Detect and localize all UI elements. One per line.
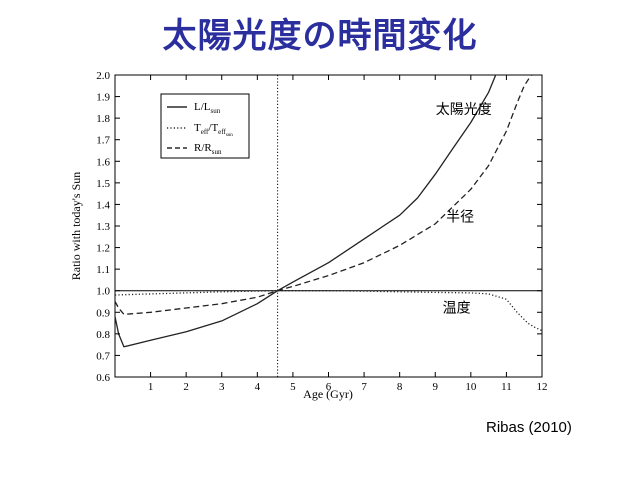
annotation-temperature: 温度 <box>443 300 471 316</box>
legend-entry-temperature: Teff/Teffsun <box>167 122 233 138</box>
y-tick-label: 1.0 <box>96 286 110 298</box>
legend-entry-luminosity: L/Lsun <box>167 101 221 115</box>
x-tick-label: 10 <box>465 381 477 393</box>
y-tick-label: 1.2 <box>96 243 110 255</box>
y-tick-label: 0.8 <box>96 329 110 341</box>
legend-entry-radius: R/Rsun <box>167 142 222 156</box>
y-tick-label: 1.9 <box>96 92 110 104</box>
x-axis-label: Age (Gyr) <box>303 387 353 401</box>
x-tick-label: 1 <box>148 381 154 393</box>
y-tick-label: 1.6 <box>96 156 110 168</box>
annotation-luminosity: 太陽光度 <box>436 102 492 118</box>
legend-label-temperature: Teff/Teffsun <box>194 122 233 138</box>
plot-area: 1 2 3 4 5 6 7 8 9 10 11 12 0.60.70.80.91.01.11.21.3… <box>96 70 547 393</box>
y-tick-label: 0.7 <box>96 350 110 362</box>
x-tick-label: 5 <box>290 381 296 393</box>
y-tick-label: 1.8 <box>96 113 110 125</box>
legend-label-radius: R/Rsun <box>194 142 222 156</box>
y-tick-label: 0.9 <box>96 307 110 319</box>
x-ticks: 1 2 3 4 5 6 7 8 9 10 11 12 <box>148 75 548 393</box>
chart: 1 2 3 4 5 6 7 8 9 10 11 12 0.60.70.80.91.01.11.21.3… <box>69 70 548 401</box>
x-tick-label: 7 <box>361 381 367 393</box>
y-tick-label: 0.6 <box>96 372 110 384</box>
annotation-radius: 半径 <box>446 210 474 226</box>
y-tick-label: 1.3 <box>96 221 110 233</box>
legend-label-luminosity: L/Lsun <box>194 101 221 115</box>
y-tick-label: 1.1 <box>96 264 110 276</box>
x-tick-label: 8 <box>397 381 403 393</box>
x-tick-label: 6 <box>326 381 332 393</box>
slide-title: 太陽光度の時間変化 <box>162 16 478 56</box>
y-tick-label: 1.5 <box>96 178 110 190</box>
y-tick-label: 1.4 <box>96 199 110 211</box>
series-group <box>114 74 543 348</box>
series-line-radius <box>114 74 532 316</box>
legend: L/Lsun Teff/Teffsun R/Rsun <box>160 93 250 159</box>
y-axis-label: Ratio with today's Sun <box>69 172 83 281</box>
y-tick-label: 1.7 <box>96 135 110 147</box>
x-tick-label: 11 <box>501 381 512 393</box>
series-line-temperature <box>114 290 543 332</box>
x-tick-label: 3 <box>219 381 225 393</box>
legend-box <box>160 93 250 159</box>
y-tick-label: 2.0 <box>96 70 110 82</box>
x-tick-label: 9 <box>433 381 439 393</box>
x-tick-label: 12 <box>537 381 548 393</box>
x-tick-label: 4 <box>255 381 261 393</box>
reference-lines <box>115 75 542 377</box>
series-line-luminosity <box>114 74 497 348</box>
x-tick-label: 2 <box>183 381 189 393</box>
citation: Ribas (2010) <box>486 419 572 436</box>
y-ticks: 0.6 0.7 0.8 0.9 1.0 1.1 1.2 1.3 1.4 1.5 1.6 1.7 1.8 1… <box>96 70 542 384</box>
